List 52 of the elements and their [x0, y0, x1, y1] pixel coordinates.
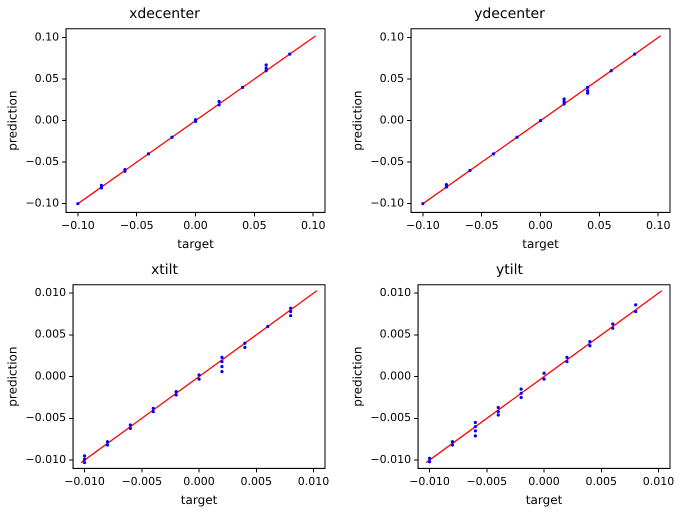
chart-title: ydecenter — [474, 6, 546, 22]
x-tick-label: 0.010 — [642, 474, 674, 488]
y-axis-title: prediction — [5, 346, 20, 407]
x-axis-title: target — [522, 236, 560, 251]
y-tick-label: −0.05 — [370, 155, 404, 168]
x-tick-label: −0.010 — [409, 474, 450, 488]
x-axis-title: target — [177, 236, 214, 251]
x-tick-label: 0.010 — [298, 474, 330, 488]
x-axis-title: target — [526, 492, 563, 507]
y-tick-label: 0.05 — [34, 72, 60, 85]
y-tick-label: −0.010 — [370, 452, 412, 466]
x-tick-label: 0.05 — [242, 218, 267, 232]
x-tick-label: −0.10 — [406, 218, 440, 232]
x-tick-label: 0.10 — [646, 218, 670, 232]
x-axis-title: target — [180, 492, 218, 507]
y-axis-title: prediction — [350, 90, 364, 151]
x-tick-label: 0.10 — [300, 218, 326, 232]
x-tick-label: 0.005 — [240, 474, 272, 488]
x-tick-label: 0.00 — [528, 218, 553, 232]
y-tick-label: −0.005 — [370, 411, 412, 424]
y-tick-label: −0.10 — [25, 196, 60, 210]
y-tick-label: 0.005 — [34, 328, 66, 341]
y-tick-label: 0.00 — [34, 113, 60, 126]
x-tick-label: −0.05 — [464, 218, 499, 232]
y-tick-label: 0.010 — [380, 286, 412, 300]
x-tick-label: 0.05 — [587, 218, 612, 232]
chart-title: xtilt — [150, 262, 179, 278]
x-tick-label: −0.10 — [61, 218, 95, 232]
x-tick-label: −0.005 — [466, 474, 508, 488]
x-tick-label: 0.000 — [183, 474, 215, 488]
y-axis-title: prediction — [350, 346, 364, 407]
y-tick-label: 0.005 — [380, 328, 412, 341]
y-tick-label: 0.10 — [34, 30, 60, 44]
y-tick-label: 0.00 — [380, 113, 404, 126]
y-tick-label: 0.010 — [34, 286, 66, 300]
x-tick-label: −0.010 — [64, 474, 105, 488]
y-axis-title: prediction — [5, 90, 20, 151]
x-tick-label: 0.000 — [528, 474, 560, 488]
y-tick-label: 0.05 — [380, 72, 404, 85]
y-tick-label: 0.10 — [380, 30, 404, 44]
y-tick-label: 0.000 — [34, 369, 66, 382]
x-tick-label: −0.005 — [121, 474, 162, 488]
x-tick-label: 0.005 — [586, 474, 618, 488]
y-tick-label: −0.10 — [370, 196, 404, 210]
x-tick-label: 0.00 — [183, 218, 208, 232]
y-tick-label: −0.005 — [25, 411, 66, 424]
y-tick-label: −0.010 — [25, 452, 66, 466]
y-tick-label: 0.000 — [380, 369, 412, 382]
x-tick-label: −0.05 — [120, 218, 154, 232]
y-tick-label: −0.05 — [25, 155, 60, 168]
chart-title: xdecenter — [129, 6, 200, 22]
chart-title: ytilt — [496, 262, 524, 278]
